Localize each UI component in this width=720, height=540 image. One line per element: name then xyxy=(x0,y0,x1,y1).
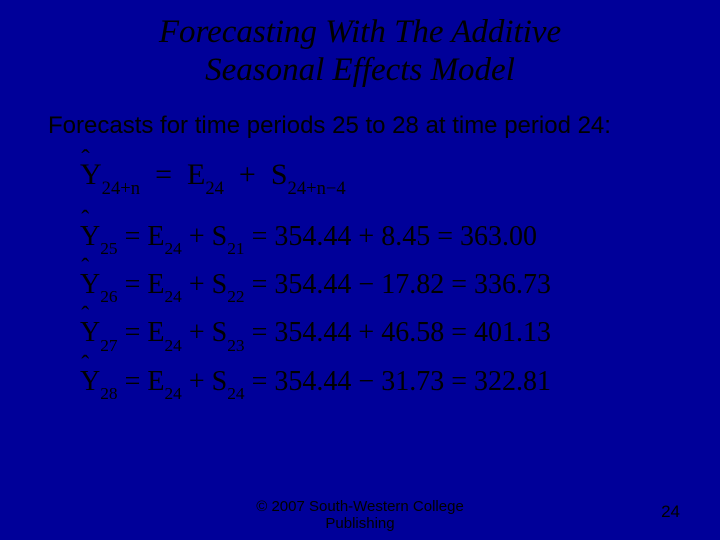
e-value: 354.44 xyxy=(274,221,351,252)
title-line-2: Seasonal Effects Model xyxy=(205,52,515,88)
equation-line: ˆY27 = E24 + S23 = 354.44 + 46.58 = 401.… xyxy=(80,315,720,353)
footer: © 2007 South-Western College Publishing xyxy=(0,498,720,533)
result-value: 401.13 xyxy=(474,317,551,348)
slide-title: Forecasting With The Additive Seasonal E… xyxy=(0,0,720,90)
footer-line-1: © 2007 South-Western College xyxy=(256,498,464,515)
yhat-sub: 24+n xyxy=(102,178,140,199)
result-value: 336.73 xyxy=(474,269,551,300)
s-sub: 21 xyxy=(227,239,244,258)
e-value: 354.44 xyxy=(274,317,351,348)
e-sub: 24 xyxy=(165,384,182,403)
e-symbol: E xyxy=(187,158,205,191)
yhat-sub: 25 xyxy=(100,239,117,258)
e-value: 354.44 xyxy=(274,269,351,300)
s-sub: 23 xyxy=(227,336,244,355)
s-value: 31.73 xyxy=(381,366,444,397)
e-value: 354.44 xyxy=(274,366,351,397)
s-value: 46.58 xyxy=(381,317,444,348)
equation-general: ˆY24+n = E24 + S24+n−4 xyxy=(80,158,720,197)
slide-subhead: Forecasts for time periods 25 to 28 at t… xyxy=(0,112,720,140)
yhat-sub: 26 xyxy=(100,287,117,306)
s-sub: 22 xyxy=(227,287,244,306)
yhat-symbol: ˆY xyxy=(80,315,100,350)
equation-line: ˆY26 = E24 + S22 = 354.44 − 17.82 = 336.… xyxy=(80,267,720,305)
equation-block: ˆY24+n = E24 + S24+n−4 ˆY25 = E24 + S21 … xyxy=(0,158,720,402)
s-value: 8.45 xyxy=(381,221,430,252)
footer-line-2: Publishing xyxy=(325,515,394,532)
e-sub: 24 xyxy=(165,287,182,306)
e-sub: 24 xyxy=(165,336,182,355)
s-symbol: S xyxy=(271,158,288,191)
yhat-symbol: ˆY xyxy=(80,364,100,399)
s-sub: 24+n−4 xyxy=(288,178,346,199)
s-sub: 24 xyxy=(227,384,244,403)
s-value: 17.82 xyxy=(381,269,444,300)
yhat-symbol: ˆY xyxy=(80,219,100,254)
yhat-symbol: ˆY xyxy=(80,267,100,302)
equation-line: ˆY28 = E24 + S24 = 354.44 − 31.73 = 322.… xyxy=(80,364,720,402)
page-number: 24 xyxy=(661,502,680,522)
yhat-sub: 27 xyxy=(100,336,117,355)
title-line-1: Forecasting With The Additive xyxy=(159,14,561,50)
equation-list: ˆY25 = E24 + S21 = 354.44 + 8.45 = 363.0… xyxy=(80,219,720,402)
equation-line: ˆY25 = E24 + S21 = 354.44 + 8.45 = 363.0… xyxy=(80,219,720,257)
yhat-sub: 28 xyxy=(100,384,117,403)
e-sub: 24 xyxy=(165,239,182,258)
e-sub: 24 xyxy=(205,178,224,199)
result-value: 363.00 xyxy=(460,221,537,252)
result-value: 322.81 xyxy=(474,366,551,397)
yhat-symbol: ˆY xyxy=(80,158,102,192)
